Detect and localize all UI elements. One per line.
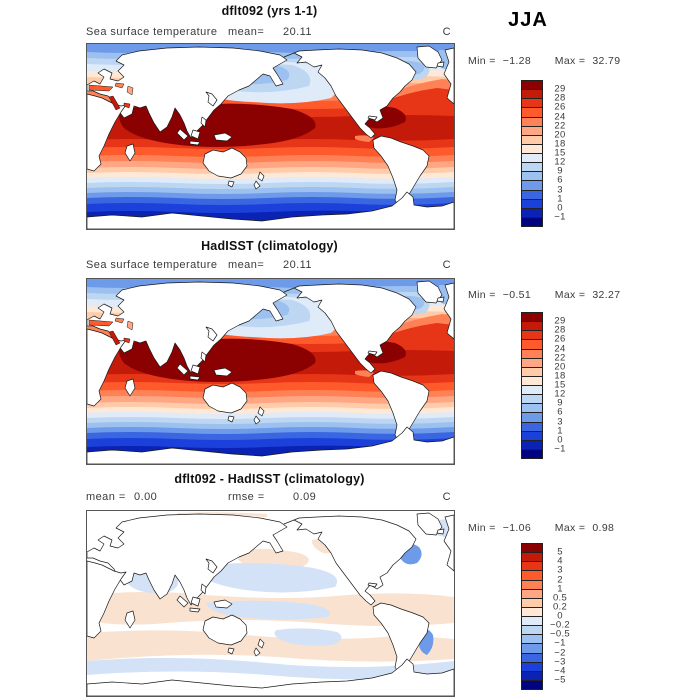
minmax-line-obs: Min = −0.51 Max = 32.27 — [468, 289, 644, 301]
variable-label: Sea surface temperature — [86, 259, 218, 271]
colorbar-obs: 29 28 26 24 22 20 18 15 12 9 6 3 1 0 −1 — [521, 312, 565, 459]
min-value: −1.06 — [502, 522, 532, 534]
colorbar-tick-label: 6 — [557, 406, 563, 418]
panel-stats-obs: Sea surface temperature mean= 20.11 C — [86, 259, 453, 273]
max-value: 32.79 — [592, 55, 621, 67]
min-value: −1.28 — [502, 55, 532, 67]
colorbar-tick-label: 1 — [557, 583, 563, 595]
variable-label: Sea surface temperature — [86, 26, 218, 38]
min-label: Min = — [468, 55, 496, 67]
sst-map-model — [86, 43, 455, 230]
colorbar-tick-label: 22 — [554, 120, 566, 132]
colorbar-tick-label: 0.2 — [552, 601, 568, 613]
mean-stat-value: 0.00 — [134, 491, 158, 503]
colorbar-diff: 5 4 3 2 1 0.5 0.2 0 −0.2 −0.5 −1 −2 −3 −4 −5 — [521, 543, 570, 690]
mean-stat-value: 20.11 — [283, 26, 312, 38]
colorbar-tick-label: 2 — [557, 574, 563, 585]
colorbar-tick-label: −5 — [554, 674, 566, 686]
colorbar-segment — [521, 448, 543, 459]
colorbar-tick-label: 0 — [557, 434, 563, 446]
rmse-stat-label: rmse = — [228, 491, 265, 503]
colorbar-tick-label: 9 — [557, 397, 563, 409]
colorbar-tick-label: 5 — [557, 546, 563, 558]
colorbar-tick-label: 0 — [557, 610, 563, 622]
panel-stats-model: Sea surface temperature mean= 20.11 C — [86, 26, 453, 40]
colorbar-tick-label: 28 — [554, 92, 566, 104]
colorbar-tick-label: −0.5 — [550, 628, 570, 640]
colorbar-tick-label: −1 — [554, 443, 566, 455]
colorbar-tick-label: 12 — [554, 156, 566, 168]
colorbar-tick-label: 3 — [557, 184, 563, 195]
colorbar-tick-label: 6 — [557, 174, 563, 186]
min-label: Min = — [468, 522, 496, 534]
colorbar-tick-label: 28 — [554, 324, 566, 336]
colorbar-tick-label: 1 — [557, 425, 563, 437]
difference-map — [86, 510, 455, 697]
colorbar-tick-label: 26 — [554, 101, 566, 113]
max-label: Max = — [554, 522, 586, 534]
minmax-line-model: Min = −1.28 Max = 32.79 — [468, 55, 644, 67]
mean-stat-value: 20.11 — [283, 259, 312, 271]
colorbar-segment — [521, 679, 543, 690]
mean-stat-label: mean= — [228, 259, 265, 271]
panel-title-diff: dflt092 - HadISST (climatology) — [174, 472, 365, 486]
colorbar-model: 29 28 26 24 22 20 18 15 12 9 6 3 1 0 −1 — [521, 80, 565, 227]
colorbar-tick-label: 18 — [554, 138, 566, 150]
season-label: JJA — [508, 9, 548, 31]
colorbar-tick-label: −1 — [554, 211, 566, 223]
colorbar-tick-label: 15 — [554, 147, 566, 159]
colorbar-tick-label: 24 — [554, 343, 566, 354]
colorbar-tick-label: −4 — [554, 665, 566, 677]
panel-title-obs: HadISST (climatology) — [201, 239, 338, 253]
colorbar-tick-label: 22 — [554, 352, 566, 364]
colorbar-tick-label: 20 — [554, 129, 566, 141]
colorbar-tick-label: 29 — [554, 315, 566, 327]
min-label: Min = — [468, 289, 496, 301]
sst-map-obs — [86, 278, 455, 465]
colorbar-tick-label: 3 — [557, 416, 563, 427]
colorbar-tick-label: 29 — [554, 83, 566, 95]
mean-stat-label: mean= — [228, 26, 265, 38]
colorbar-tick-label: 3 — [557, 564, 563, 576]
max-value: 0.98 — [592, 522, 615, 534]
rmse-stat-value: 0.09 — [293, 491, 317, 503]
unit-label: C — [442, 259, 451, 271]
max-label: Max = — [554, 55, 586, 67]
colorbar-tick-label: −3 — [554, 656, 566, 668]
colorbar-tick-label: 12 — [554, 388, 566, 400]
colorbar-tick-label: −1 — [554, 637, 566, 649]
panel-title-model: dflt092 (yrs 1-1) — [221, 4, 318, 18]
max-label: Max = — [554, 289, 586, 301]
colorbar-tick-label: 9 — [557, 165, 563, 177]
min-value: −0.51 — [502, 289, 532, 301]
minmax-line-diff: Min = −1.06 Max = 0.98 — [468, 522, 644, 534]
colorbar-tick-label: 4 — [557, 555, 563, 567]
colorbar-tick-label: 0.5 — [552, 592, 568, 604]
unit-label: C — [442, 491, 451, 503]
max-value: 32.27 — [592, 289, 621, 301]
colorbar-tick-label: −2 — [554, 647, 566, 658]
colorbar-tick-label: 26 — [554, 333, 566, 345]
colorbar-tick-label: 0 — [557, 202, 563, 214]
colorbar-tick-label: −0.2 — [550, 619, 570, 631]
colorbar-tick-label: 18 — [554, 370, 566, 382]
colorbar-segment — [521, 216, 543, 227]
colorbar-tick-label: 1 — [557, 193, 563, 205]
colorbar-tick-label: 15 — [554, 379, 566, 391]
colorbar-tick-label: 24 — [554, 111, 566, 122]
unit-label: C — [442, 26, 451, 38]
panel-stats-diff: mean = 0.00 rmse = 0.09 C — [86, 491, 453, 505]
colorbar-tick-label: 20 — [554, 361, 566, 373]
mean-stat-label: mean = — [86, 491, 126, 503]
